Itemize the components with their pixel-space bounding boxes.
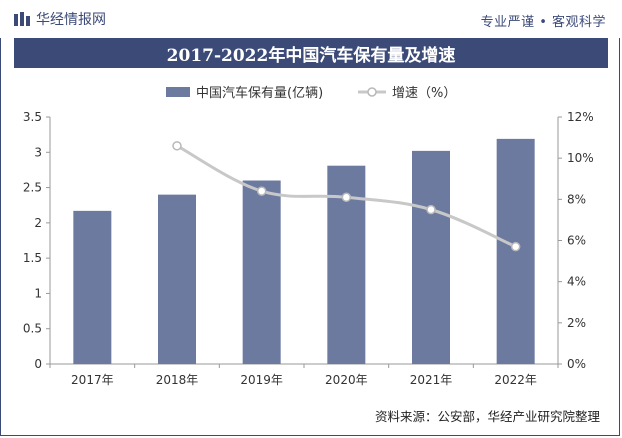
growth-point <box>426 204 436 215</box>
y-left-tick-label: 2 <box>34 216 42 230</box>
y-left-tick-label: 0.5 <box>23 322 42 336</box>
bar-logo-icon <box>14 12 30 26</box>
legend-swatch-bar <box>166 87 190 97</box>
x-tick-label: 2022年 <box>494 373 537 387</box>
y-right-tick-label: 12% <box>567 110 594 124</box>
y-left-tick-label: 2.5 <box>23 181 42 195</box>
x-tick-label: 2017年 <box>71 373 114 387</box>
bar <box>73 210 112 364</box>
slogan: 专业严谨 • 客观科学 <box>480 15 606 30</box>
growth-point <box>341 192 352 203</box>
legend-swatch-marker <box>367 87 377 97</box>
source-note: 资料来源：公安部，华经产业研究院整理 <box>374 409 600 424</box>
growth-point <box>172 141 182 151</box>
y-left-tick-label: 0 <box>34 357 42 371</box>
x-tick-label: 2018年 <box>156 373 199 387</box>
chart-title-bar: 2017-2022年中国汽车保有量及增速 <box>14 38 608 68</box>
brand[interactable]: 华经情报网 <box>14 10 106 28</box>
y-right-tick-label: 10% <box>567 151 594 165</box>
y-left-tick-label: 3.5 <box>23 110 42 124</box>
bar <box>412 150 450 364</box>
brand-name: 华经情报网 <box>36 12 106 28</box>
y-right-tick-label: 6% <box>567 234 586 248</box>
legend-label-bar: 中国汽车保有量(亿辆) <box>196 85 323 101</box>
bar <box>242 180 281 364</box>
y-right-tick-label: 0% <box>567 357 586 371</box>
x-tick-label: 2019年 <box>240 373 283 387</box>
y-right-tick-label: 4% <box>567 275 586 289</box>
chart-title: 2017-2022年中国汽车保有量及增速 <box>166 45 456 66</box>
y-left-tick-label: 1 <box>34 286 42 300</box>
legend-label-line: 增速（%） <box>392 86 456 101</box>
top-bar: 华经情报网 专业严谨 • 客观科学 <box>0 0 622 38</box>
bar <box>496 138 535 364</box>
y-left-tick-label: 3 <box>34 145 42 159</box>
growth-point <box>510 241 521 252</box>
x-tick-label: 2021年 <box>410 373 453 387</box>
growth-point <box>256 186 267 196</box>
y-right-tick-label: 2% <box>567 316 586 330</box>
y-left-tick-label: 1.5 <box>23 251 42 265</box>
bar <box>158 194 196 364</box>
x-tick-label: 2020年 <box>325 373 368 387</box>
y-right-tick-label: 8% <box>567 192 586 206</box>
